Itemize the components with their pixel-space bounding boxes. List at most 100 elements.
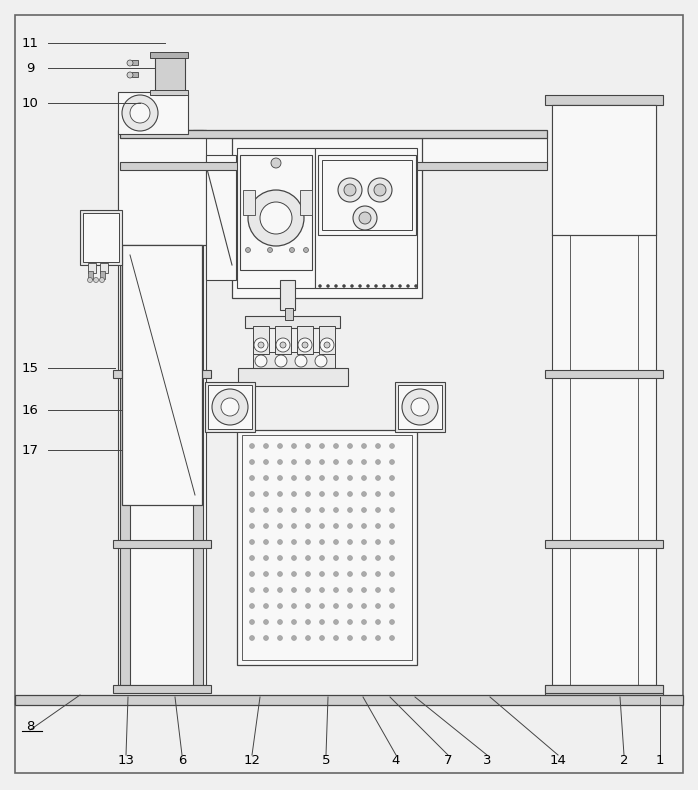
Text: 1: 1 [655,754,664,766]
Circle shape [249,491,255,496]
Circle shape [348,540,352,544]
Circle shape [127,72,133,78]
Circle shape [306,540,311,544]
Circle shape [362,604,366,608]
Circle shape [264,604,269,608]
Bar [253,352,335,370]
Circle shape [278,476,283,480]
Bar [83,213,119,262]
Bar [120,138,547,166]
Circle shape [278,604,283,608]
Circle shape [292,476,297,480]
Circle shape [264,524,269,529]
Circle shape [348,476,352,480]
Bar [280,280,295,310]
Circle shape [248,190,304,246]
Circle shape [94,277,98,283]
Circle shape [320,524,325,529]
Circle shape [258,342,264,348]
Circle shape [320,635,325,641]
Bar [545,370,663,378]
Circle shape [320,604,325,608]
Circle shape [362,571,366,577]
Circle shape [389,619,394,625]
Circle shape [334,555,339,560]
Circle shape [278,491,283,496]
Circle shape [390,284,394,288]
Bar [318,155,416,235]
Circle shape [306,524,311,529]
Circle shape [348,443,352,449]
Circle shape [376,507,380,513]
Bar [113,685,211,693]
Circle shape [353,206,377,230]
Circle shape [249,604,255,608]
Circle shape [334,571,339,577]
Circle shape [249,507,255,513]
Circle shape [264,491,269,496]
Circle shape [267,247,272,253]
Circle shape [306,460,311,465]
Circle shape [320,443,325,449]
Bar [100,263,108,273]
Circle shape [255,355,267,367]
Bar [545,95,663,105]
Circle shape [306,635,311,641]
Circle shape [264,540,269,544]
Circle shape [249,555,255,560]
Bar [132,60,138,65]
Circle shape [334,460,339,465]
Circle shape [320,460,325,465]
Circle shape [249,619,255,625]
Circle shape [298,338,312,352]
Bar [253,326,269,354]
Circle shape [292,555,297,560]
Circle shape [362,443,366,449]
Circle shape [343,284,346,288]
Circle shape [348,507,352,513]
Bar [545,685,663,695]
Circle shape [295,355,307,367]
Circle shape [292,571,297,577]
Circle shape [278,443,283,449]
Bar [120,130,130,685]
Circle shape [275,355,287,367]
Circle shape [334,524,339,529]
Circle shape [411,398,429,416]
Circle shape [334,476,339,480]
Circle shape [348,491,352,496]
Circle shape [278,460,283,465]
Circle shape [334,284,338,288]
Bar [118,130,206,685]
Circle shape [278,507,283,513]
Text: 6: 6 [178,754,186,766]
Circle shape [264,476,269,480]
Circle shape [264,507,269,513]
Circle shape [334,507,339,513]
Bar [122,245,202,505]
Circle shape [278,555,283,560]
Text: 14: 14 [549,754,567,766]
Bar [88,263,96,273]
Bar [80,210,122,265]
Circle shape [344,184,356,196]
Circle shape [320,507,325,513]
Circle shape [376,619,380,625]
Circle shape [254,338,268,352]
Bar [118,130,206,245]
Bar [322,160,412,230]
Circle shape [362,619,366,625]
Circle shape [249,571,255,577]
Circle shape [376,635,380,641]
Circle shape [306,491,311,496]
Circle shape [389,588,394,592]
Circle shape [334,635,339,641]
Circle shape [406,284,410,288]
Circle shape [320,491,325,496]
Bar [232,138,422,298]
Circle shape [324,342,330,348]
Circle shape [359,284,362,288]
Circle shape [122,95,158,131]
Bar [208,385,252,429]
Circle shape [399,284,401,288]
